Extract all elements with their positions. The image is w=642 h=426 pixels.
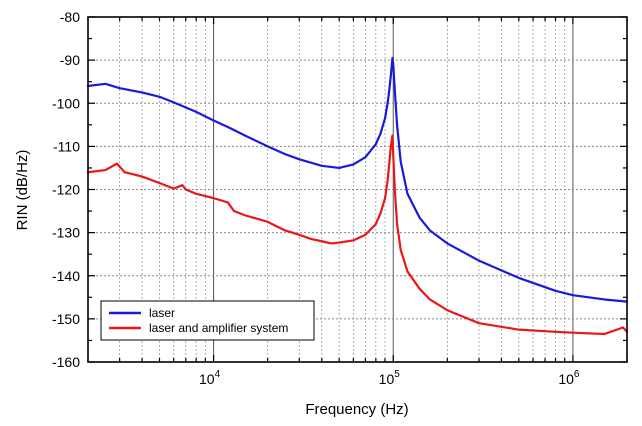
- y-tick-label: -130: [52, 225, 80, 241]
- x-tick-label: 104: [199, 369, 221, 387]
- y-tick-label: -140: [52, 268, 80, 284]
- x-axis-title: Frequency (Hz): [305, 401, 408, 418]
- series-line-laser-and-amplifier-system: [86, 134, 629, 336]
- x-tick-labels: 104 105 106: [199, 369, 580, 387]
- y-tick-label: -160: [52, 354, 80, 370]
- y-tick-label: -80: [60, 9, 80, 25]
- y-tick-label: -90: [60, 52, 80, 68]
- axis-ticks: [87, 16, 628, 363]
- legend-label-laser-and-amplifier-system: laser and amplifier system: [149, 321, 288, 335]
- legend-box: [100, 300, 315, 341]
- y-tick-label: -110: [53, 138, 80, 154]
- y-axis-title: RIN (dB/Hz): [14, 150, 31, 231]
- y-tick-label: -120: [52, 182, 80, 198]
- series-lines: [86, 56, 629, 336]
- series-line-laser: [86, 56, 629, 303]
- y-tick-labels: -80 -90 -100 -110 -120 -130 -140 -150 -160: [52, 9, 80, 370]
- x-tick-label: 106: [558, 369, 580, 387]
- y-tick-label: -150: [52, 311, 80, 327]
- y-tick-label: -100: [52, 95, 80, 111]
- legend: laser laser and amplifier system: [100, 300, 315, 341]
- legend-label-laser: laser: [149, 306, 175, 320]
- x-tick-label: 105: [379, 369, 401, 387]
